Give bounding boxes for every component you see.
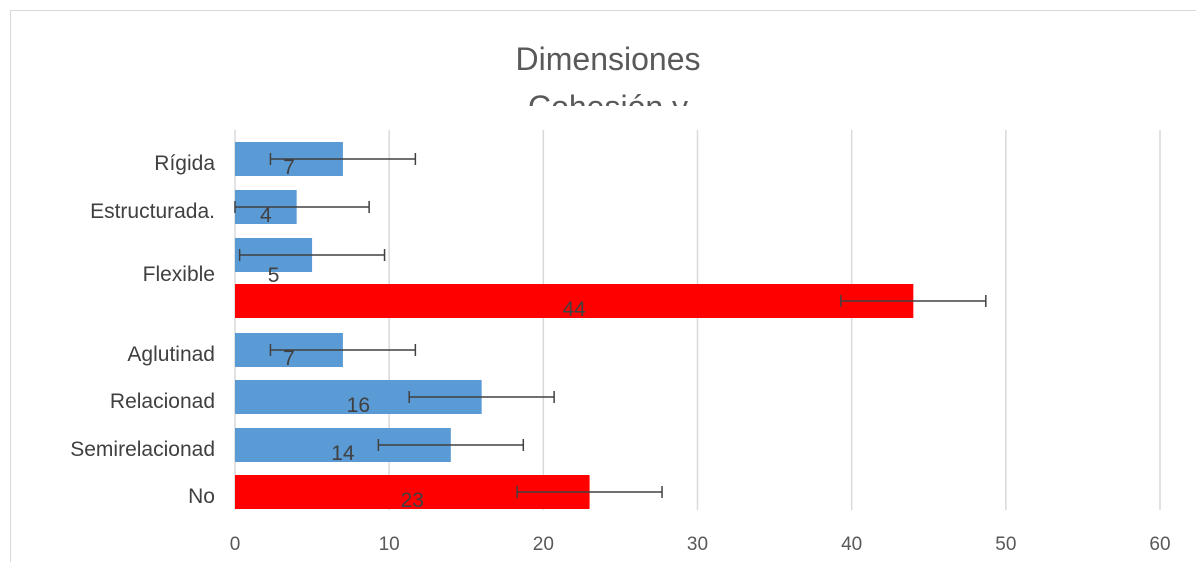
plot-bottom-mask bbox=[30, 510, 1180, 530]
x-axis-tick-labels: 0 10 20 30 40 50 60 bbox=[230, 534, 1171, 555]
x-tick-label: 50 bbox=[995, 534, 1016, 555]
data-label: 23 bbox=[401, 489, 424, 512]
category-label: No bbox=[188, 485, 215, 508]
bar bbox=[235, 284, 914, 318]
category-label: Rígida bbox=[154, 152, 215, 175]
category-label: Flexible bbox=[143, 263, 215, 286]
chart-title: Dimensiones bbox=[516, 41, 701, 77]
x-tick-label: 30 bbox=[687, 534, 708, 555]
data-label: 5 bbox=[268, 264, 280, 287]
x-tick-label: 0 bbox=[230, 534, 241, 555]
category-label: Aglutinad bbox=[127, 343, 215, 366]
chart-frame bbox=[10, 10, 1196, 562]
chart-subtitle: Cohesión y bbox=[528, 89, 688, 125]
category-label: Relacionad bbox=[110, 390, 215, 413]
chart-subtitle-clip: Cohesión y bbox=[528, 89, 688, 125]
data-label: 7 bbox=[283, 347, 295, 370]
category-label: Estructurada. bbox=[90, 200, 215, 223]
data-label: 14 bbox=[331, 442, 355, 465]
data-label: 16 bbox=[347, 394, 370, 417]
category-label: Semirelacionad bbox=[70, 438, 215, 461]
x-tick-label: 20 bbox=[533, 534, 554, 555]
chart-title-area: Dimensiones Cohesión y bbox=[516, 41, 701, 125]
error-bars bbox=[234, 153, 987, 498]
x-tick-label: 40 bbox=[841, 534, 862, 555]
x-tick-label: 10 bbox=[379, 534, 400, 555]
data-label: 7 bbox=[283, 156, 295, 179]
data-labels: 7 4 5 44 7 16 14 23 bbox=[260, 156, 586, 512]
data-label: 4 bbox=[260, 204, 272, 227]
category-labels: Rígida Estructurada. Flexible Aglutinad Rela… bbox=[70, 152, 215, 508]
data-label: 44 bbox=[562, 298, 586, 321]
x-tick-label: 60 bbox=[1149, 534, 1170, 555]
